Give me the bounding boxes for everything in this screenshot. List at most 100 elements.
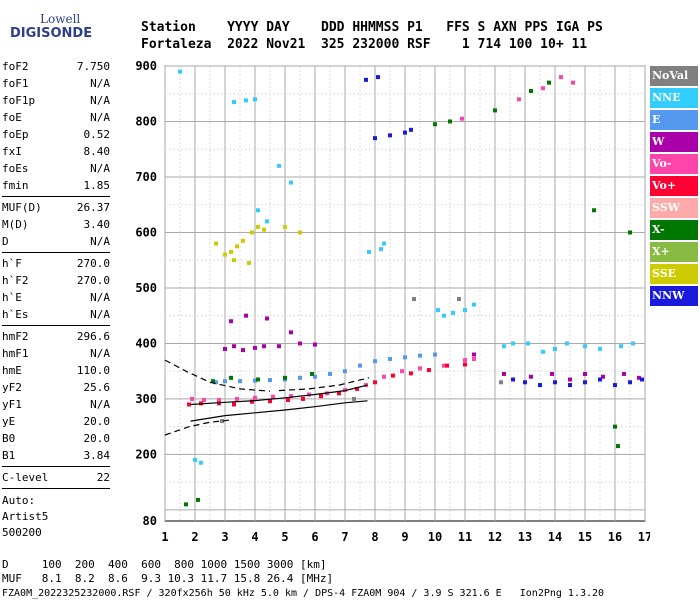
param-value: 25.6 xyxy=(83,381,111,394)
data-point xyxy=(364,77,368,82)
data-point xyxy=(256,377,260,382)
param-name: foEs xyxy=(2,162,29,175)
data-point xyxy=(271,394,275,399)
data-point xyxy=(277,163,281,168)
param-row: B0 20.0 xyxy=(2,430,110,447)
param-value: N/A xyxy=(90,77,110,90)
param-row: hmF2 296.6 xyxy=(2,328,110,345)
data-point xyxy=(436,308,440,313)
data-point xyxy=(256,208,260,213)
param-name: h`F xyxy=(2,257,22,270)
param-value: 22 xyxy=(96,471,110,484)
ionogram-chart: 1 2 3 4 5 6 7 8 9 10 11 12 13 14 15 16 17802003004005006… xyxy=(135,59,650,544)
param-name: D xyxy=(2,235,9,248)
data-point xyxy=(229,319,233,324)
parameter-panel: foF2 7.750 foF1 N/A foF1p N/A foE N/A foEp 0.52 fx… xyxy=(2,58,110,541)
param-value: 20.0 xyxy=(83,432,111,445)
data-point xyxy=(286,398,290,403)
y-tick-label: 900 xyxy=(135,59,157,73)
data-point xyxy=(298,375,302,380)
param-name: foE xyxy=(2,111,22,124)
data-point xyxy=(553,346,557,351)
x-tick-label: 3 xyxy=(221,530,228,544)
data-point xyxy=(388,133,392,138)
header-line-2: Fortaleza 2022 Nov21 325 232000 RSF 1 71… xyxy=(141,37,588,52)
data-point xyxy=(253,345,257,350)
data-point xyxy=(529,88,533,93)
auto-line: 500200 xyxy=(2,526,42,539)
param-name: M(D) xyxy=(2,218,29,231)
data-point xyxy=(265,316,269,321)
param-separator xyxy=(2,252,110,253)
data-point xyxy=(583,371,587,376)
data-point xyxy=(388,356,392,361)
x-tick-label: 13 xyxy=(518,530,532,544)
data-point xyxy=(601,374,605,379)
data-point xyxy=(550,371,554,376)
footer-info: FZA0M_2022325232000.RSF / 320fx256h 50 k… xyxy=(2,588,605,599)
param-value: 3.84 xyxy=(83,449,111,462)
data-point xyxy=(232,402,236,407)
data-point xyxy=(616,444,620,449)
param-separator xyxy=(2,488,110,489)
data-point xyxy=(232,258,236,263)
data-point xyxy=(598,346,602,351)
data-point xyxy=(298,341,302,346)
data-point xyxy=(442,313,446,318)
distance-row: D 100 200 400 600 800 1000 1500 3000 [km… xyxy=(2,558,327,571)
y-tick-label: 700 xyxy=(135,170,157,184)
y-tick-label: 600 xyxy=(135,225,157,239)
data-point xyxy=(313,374,317,379)
auto-line: Artist5 xyxy=(2,510,49,523)
data-point xyxy=(502,371,506,376)
data-point xyxy=(409,127,413,132)
legend: NoVal NNE E W Vo- Vo+ SSW X- X+ SSE NNW xyxy=(650,66,698,308)
data-point xyxy=(223,252,227,257)
data-point xyxy=(199,460,203,465)
data-point xyxy=(502,344,506,349)
param-value: N/A xyxy=(90,308,110,321)
param-name: foF1 xyxy=(2,77,29,90)
data-point xyxy=(619,344,623,349)
data-point xyxy=(247,260,251,265)
data-point xyxy=(307,392,311,397)
data-point xyxy=(451,310,455,315)
data-point xyxy=(622,371,626,376)
legend-entry: X+ xyxy=(650,242,698,262)
data-point xyxy=(376,75,380,80)
data-point xyxy=(187,402,191,407)
legend-entry: NNE xyxy=(650,88,698,108)
data-point xyxy=(313,342,317,347)
y-tick-label: 200 xyxy=(135,447,157,461)
data-point xyxy=(553,380,557,385)
x-tick-label: 5 xyxy=(281,530,288,544)
param-value: 110.0 xyxy=(76,364,110,377)
param-value: 8.40 xyxy=(83,145,111,158)
data-point xyxy=(379,247,383,252)
data-point xyxy=(511,341,515,346)
data-point xyxy=(283,224,287,229)
param-row: C-level 22 xyxy=(2,469,110,486)
data-point xyxy=(289,330,293,335)
legend-entry: SSE xyxy=(650,264,698,284)
data-point xyxy=(235,396,239,401)
y-tick-label: 80 xyxy=(143,514,157,528)
param-row: yE 20.0 xyxy=(2,413,110,430)
param-name: fmin xyxy=(2,179,29,192)
param-value: 1.85 xyxy=(83,179,111,192)
data-point xyxy=(250,230,254,235)
legend-entry: NNW xyxy=(650,286,698,306)
param-value: 26.37 xyxy=(76,201,110,214)
data-point xyxy=(277,344,281,349)
data-point xyxy=(229,375,233,380)
data-point xyxy=(232,344,236,349)
data-point xyxy=(358,363,362,368)
data-point xyxy=(202,398,206,403)
x-tick-label: 14 xyxy=(548,530,562,544)
data-point xyxy=(445,363,449,368)
param-name: hmF1 xyxy=(2,347,29,360)
x-tick-label: 8 xyxy=(371,530,378,544)
param-name: h`F2 xyxy=(2,274,29,287)
param-name: B1 xyxy=(2,449,16,462)
param-name: MUF(D) xyxy=(2,201,42,214)
